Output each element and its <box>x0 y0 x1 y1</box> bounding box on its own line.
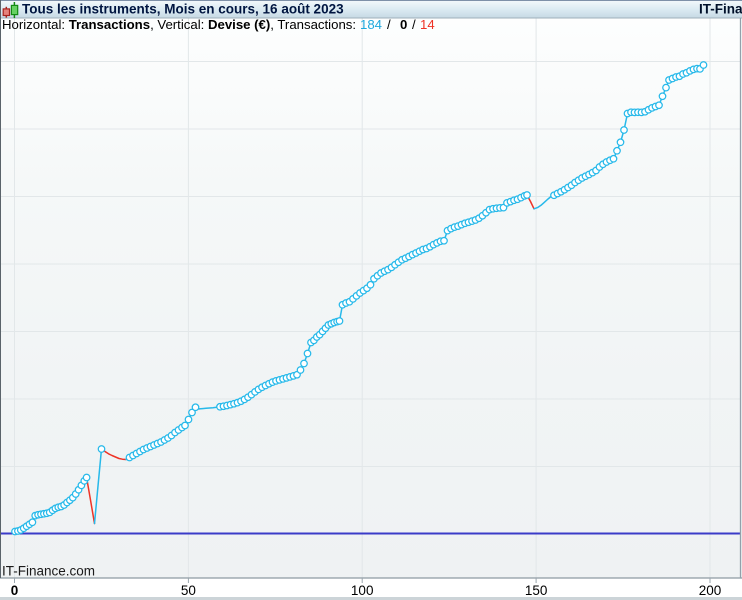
svg-text:/: / <box>387 17 391 32</box>
svg-text:150: 150 <box>525 583 548 598</box>
svg-text:200: 200 <box>699 583 722 598</box>
svg-text:IT-Finance: IT-Finance <box>699 2 742 17</box>
svg-text:Horizontal: Transactions, Vert: Horizontal: Transactions, Vertical: Devi… <box>2 17 356 32</box>
svg-text:Tous les instruments, Mois en: Tous les instruments, Mois en cours, 16 … <box>22 2 344 17</box>
svg-text:/: / <box>412 17 416 32</box>
svg-text:50: 50 <box>181 583 196 598</box>
svg-text:100: 100 <box>351 583 374 598</box>
svg-text:14: 14 <box>420 17 435 32</box>
svg-text:IT-Finance.com: IT-Finance.com <box>2 564 95 579</box>
svg-text:184: 184 <box>360 17 382 32</box>
svg-text:0: 0 <box>400 17 407 32</box>
svg-text:0: 0 <box>11 583 19 598</box>
